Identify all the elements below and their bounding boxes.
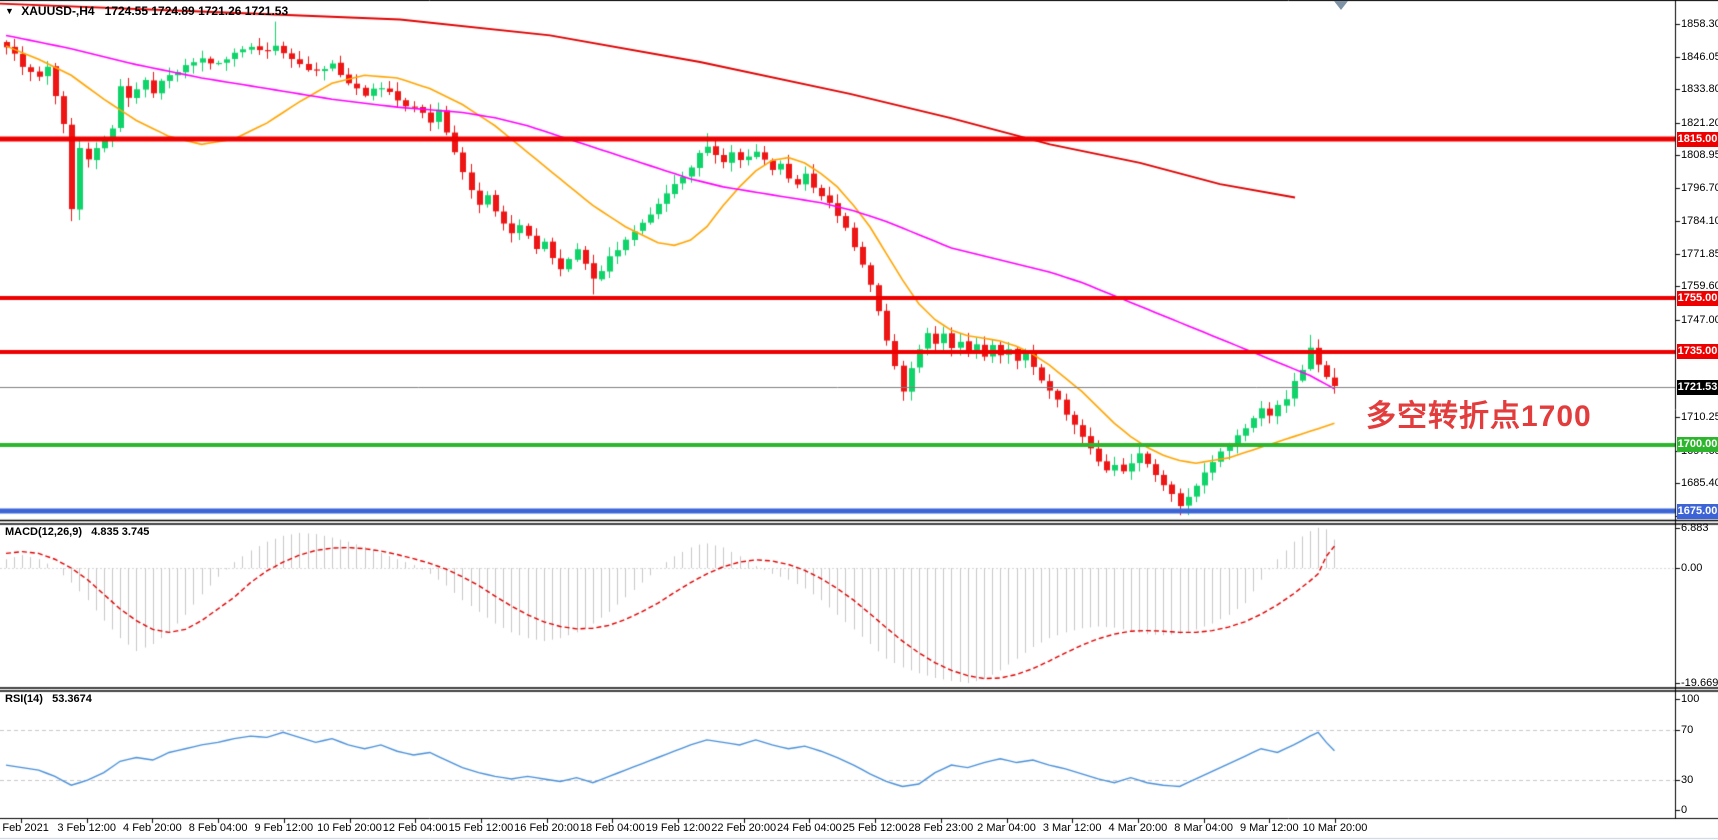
rsi-scale-label: 0 [1681, 804, 1688, 816]
price-tick-label: 1710.25 [1681, 411, 1718, 424]
macd-scale-label: -19.669 [1681, 677, 1718, 690]
time-tick-label: 24 Feb 04:00 [776, 822, 842, 834]
time-tick-label: 22 Feb 20:00 [711, 822, 777, 834]
price-tick-label: 1771.85 [1681, 247, 1718, 260]
price-tick-label: 1821.20 [1681, 116, 1718, 129]
price-tick-label: 1685.40 [1681, 477, 1718, 490]
macd-values: 4.835 3.745 [91, 526, 150, 538]
time-tick-label: 3 Feb 12:00 [57, 822, 117, 834]
time-tick-label: 9 Feb 12:00 [254, 822, 314, 834]
price-level-badge: 1700.00 [1677, 437, 1718, 453]
price-tick-label: 1759.60 [1681, 280, 1718, 293]
price-level-badge: 1815.00 [1677, 131, 1718, 147]
time-tick-label: 19 Feb 12:00 [645, 822, 711, 834]
time-tick-label: 8 Mar 04:00 [1174, 822, 1233, 834]
price-tick-label: 1858.30 [1681, 18, 1718, 30]
time-tick-label: 4 Feb 20:00 [123, 822, 182, 834]
chart-shift-marker-icon[interactable] [1334, 1, 1348, 10]
rsi-scale-label: 100 [1681, 693, 1700, 705]
time-tick-label: 8 Feb 04:00 [188, 822, 248, 834]
time-tick-label: 28 Feb 23:00 [908, 822, 974, 834]
time-tick-label: 10 Feb 20:00 [317, 822, 382, 834]
price-tick-label: 1747.00 [1681, 313, 1718, 326]
price-level-badge: 1721.53 [1677, 379, 1718, 395]
symbol-period-label: XAUUSD-,H4 [21, 4, 95, 18]
price-tick-label: 1833.80 [1681, 83, 1718, 96]
rsi-value: 53.3674 [52, 693, 92, 705]
rsi-scale-label: 30 [1681, 774, 1694, 787]
price-tick-label: 1796.70 [1681, 181, 1718, 194]
symbol-info-line: ▼ XAUUSD-,H4 1724.55 1724.89 1721.26 172… [5, 4, 288, 18]
time-tick-label: 3 Mar 12:00 [1042, 822, 1102, 834]
price-level-badge: 1755.00 [1677, 290, 1718, 306]
time-tick-label: 2 Mar 04:00 [977, 822, 1036, 834]
rsi-indicator-label: RSI(14) 53.3674 [5, 693, 92, 705]
price-tick-label: 1784.10 [1681, 215, 1718, 228]
time-tick-label: 9 Mar 12:00 [1239, 822, 1299, 834]
price-tick-label: 1808.95 [1681, 149, 1718, 162]
collapse-triangle-icon[interactable]: ▼ [5, 6, 14, 16]
time-tick-label: 2 Feb 2021 [0, 822, 49, 834]
time-tick-label: 12 Feb 04:00 [382, 822, 448, 834]
price-level-badge: 1735.00 [1677, 344, 1718, 360]
time-tick-label: 16 Feb 20:00 [514, 822, 580, 834]
price-level-badge: 1675.00 [1677, 503, 1718, 519]
time-tick-label: 10 Mar 20:00 [1302, 822, 1368, 834]
annotation-text[interactable]: 多空转折点1700 [1366, 400, 1592, 433]
price-tick-label: 1846.05 [1681, 50, 1718, 63]
rsi-scale-label: 70 [1681, 723, 1694, 736]
time-tick-label: 15 Feb 12:00 [448, 822, 514, 834]
time-tick-label: 25 Feb 12:00 [842, 822, 908, 834]
macd-scale-label: 6.883 [1681, 521, 1709, 534]
macd-indicator-label: MACD(12,26,9) 4.835 3.745 [5, 526, 150, 538]
time-tick-label: 4 Mar 20:00 [1108, 822, 1168, 834]
ohlc-values: 1724.55 1724.89 1721.26 1721.53 [104, 4, 289, 18]
time-tick-label: 18 Feb 04:00 [579, 822, 645, 834]
macd-scale-label: 0.00 [1681, 562, 1703, 574]
